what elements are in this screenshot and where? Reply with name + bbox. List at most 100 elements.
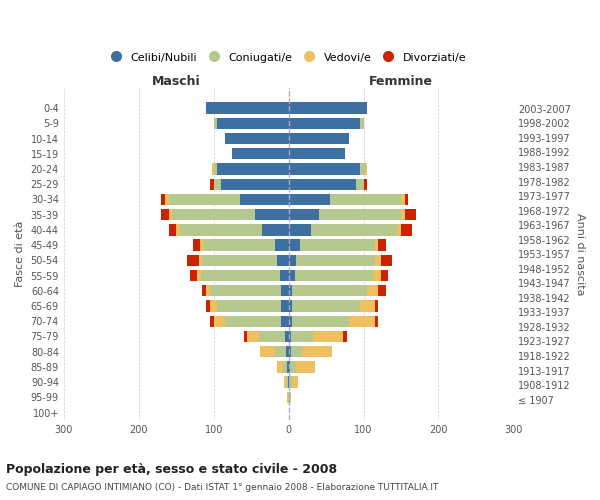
Bar	[193, 240, 200, 251]
Bar	[290, 361, 296, 372]
Bar	[199, 254, 202, 266]
Bar	[210, 178, 214, 190]
Bar	[232, 148, 289, 160]
Bar	[356, 178, 364, 190]
Bar	[292, 300, 360, 312]
Bar	[288, 376, 289, 388]
Bar	[240, 194, 289, 205]
Bar	[330, 194, 401, 205]
Y-axis label: Fasce di età: Fasce di età	[15, 221, 25, 288]
Bar	[281, 300, 289, 312]
Bar	[217, 164, 289, 174]
Bar	[288, 392, 289, 403]
Bar	[401, 224, 412, 235]
Bar	[289, 240, 300, 251]
Bar	[295, 270, 373, 281]
Bar	[259, 330, 285, 342]
Bar	[292, 376, 298, 388]
Bar	[275, 346, 286, 358]
Bar	[319, 209, 401, 220]
Bar	[289, 300, 292, 312]
Bar	[292, 316, 349, 327]
Bar	[401, 209, 405, 220]
Bar	[379, 285, 386, 296]
Bar	[405, 209, 416, 220]
Bar	[197, 270, 201, 281]
Bar	[172, 209, 255, 220]
Bar	[244, 330, 247, 342]
Bar	[289, 376, 292, 388]
Bar	[286, 376, 288, 388]
Bar	[291, 330, 313, 342]
Bar	[214, 164, 217, 174]
Bar	[255, 209, 289, 220]
Bar	[202, 285, 206, 296]
Bar	[262, 224, 289, 235]
Text: COMUNE DI CAPIAGO INTIMIANO (CO) - Dati ISTAT 1° gennaio 2008 - Elaborazione TUT: COMUNE DI CAPIAGO INTIMIANO (CO) - Dati …	[6, 482, 439, 492]
Bar	[289, 254, 296, 266]
Bar	[225, 316, 281, 327]
Bar	[292, 285, 367, 296]
Bar	[381, 270, 388, 281]
Bar	[375, 316, 379, 327]
Bar	[287, 361, 289, 372]
Bar	[313, 330, 343, 342]
Bar	[289, 194, 330, 205]
Bar	[217, 118, 289, 129]
Bar	[277, 254, 289, 266]
Bar	[165, 194, 169, 205]
Bar	[161, 194, 165, 205]
Bar	[260, 346, 275, 358]
Bar	[289, 330, 291, 342]
Bar	[201, 270, 280, 281]
Bar	[289, 285, 292, 296]
Bar	[202, 254, 277, 266]
Bar	[210, 300, 217, 312]
Bar	[176, 224, 180, 235]
Bar	[289, 270, 295, 281]
Bar	[360, 300, 375, 312]
Bar	[289, 346, 291, 358]
Bar	[206, 300, 210, 312]
Bar	[289, 133, 349, 144]
Bar	[161, 209, 169, 220]
Bar	[366, 164, 367, 174]
Bar	[343, 330, 347, 342]
Bar	[284, 376, 286, 388]
Bar	[360, 164, 366, 174]
Bar	[283, 361, 287, 372]
Bar	[281, 316, 289, 327]
Bar	[289, 361, 290, 372]
Text: Popolazione per età, sesso e stato civile - 2008: Popolazione per età, sesso e stato civil…	[6, 462, 337, 475]
Bar	[225, 133, 289, 144]
Text: Femmine: Femmine	[369, 76, 433, 88]
Bar	[281, 285, 289, 296]
Bar	[212, 164, 214, 174]
Bar	[296, 361, 315, 372]
Bar	[286, 346, 289, 358]
Bar	[206, 102, 289, 114]
Bar	[373, 270, 381, 281]
Bar	[214, 178, 221, 190]
Bar	[210, 285, 281, 296]
Bar	[300, 240, 375, 251]
Y-axis label: Anni di nascita: Anni di nascita	[575, 213, 585, 296]
Bar	[206, 285, 210, 296]
Bar	[200, 240, 204, 251]
Bar	[289, 102, 367, 114]
Bar	[367, 285, 379, 296]
Bar	[187, 254, 199, 266]
Bar	[289, 209, 319, 220]
Bar	[289, 392, 291, 403]
Bar	[397, 224, 401, 235]
Bar	[180, 224, 262, 235]
Bar	[375, 240, 379, 251]
Bar	[169, 209, 172, 220]
Bar	[289, 178, 356, 190]
Bar	[289, 224, 311, 235]
Bar	[285, 330, 289, 342]
Bar	[190, 270, 197, 281]
Bar	[210, 316, 214, 327]
Bar	[296, 254, 375, 266]
Bar	[275, 240, 289, 251]
